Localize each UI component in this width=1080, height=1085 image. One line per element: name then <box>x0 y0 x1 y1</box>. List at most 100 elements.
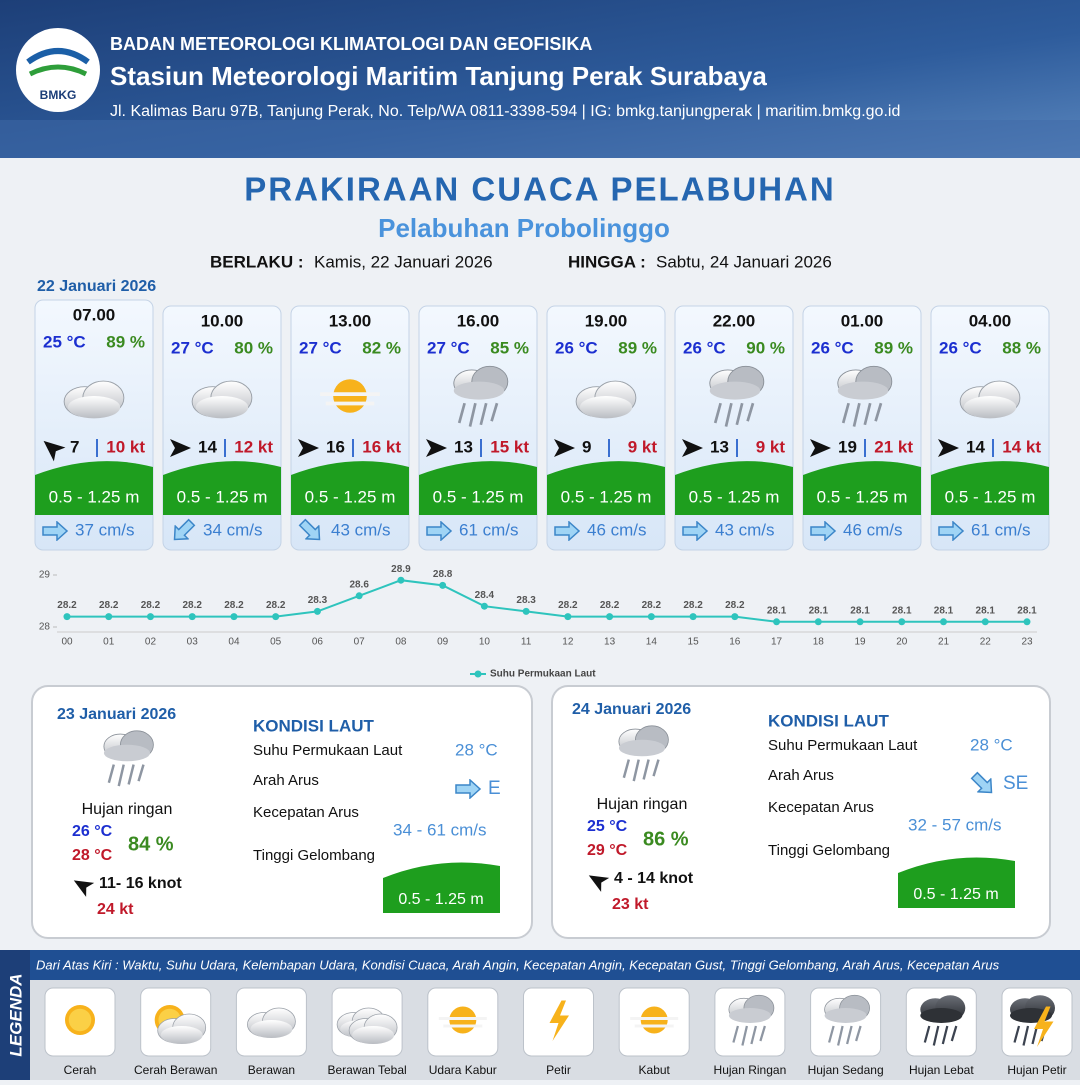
data-label: 28.2 <box>141 600 161 611</box>
wave-height: 0.5 - 1.25 m <box>433 487 524 506</box>
logo-text: BMKG <box>40 88 77 102</box>
x-tick-label: 19 <box>854 637 866 648</box>
data-label: 28.2 <box>600 600 620 611</box>
point <box>522 607 530 615</box>
sea-label: Tinggi Gelombang <box>768 842 890 859</box>
x-tick-label: 07 <box>354 637 366 648</box>
point <box>1023 618 1031 626</box>
subtitle: Pelabuhan Probolinggo <box>378 213 670 243</box>
legend-item: Hujan Lebat <box>909 1063 974 1077</box>
wind-speed: 16 <box>326 437 345 456</box>
sea-label: Kecepatan Arus <box>253 804 359 821</box>
data-label: 28.2 <box>683 600 703 611</box>
sea-label: Kecepatan Arus <box>768 799 874 816</box>
time: 22.00 <box>713 311 756 330</box>
point <box>480 602 488 610</box>
from-date: Kamis, 22 Januari 2026 <box>314 252 493 271</box>
current-speed: 37 cm/s <box>75 520 135 539</box>
time: 01.00 <box>841 311 884 330</box>
data-label: 28.2 <box>266 600 286 611</box>
from-label: BERLAKU : <box>210 252 304 271</box>
humidity: 82 % <box>362 338 401 357</box>
x-tick-label: 05 <box>270 637 282 648</box>
point <box>105 613 113 621</box>
wind-speed: 9 <box>582 437 591 456</box>
wave-height: 0.5 - 1.25 m <box>49 487 140 506</box>
x-tick-label: 10 <box>479 637 491 648</box>
data-label: 28.3 <box>308 595 328 606</box>
forecast-date: 22 Januari 2026 <box>37 278 156 295</box>
gust: 23 kt <box>612 896 649 913</box>
to-label: HINGGA : <box>568 252 646 271</box>
wave-hill <box>291 461 409 515</box>
time: 13.00 <box>329 311 372 330</box>
point <box>773 618 781 626</box>
x-tick-label: 20 <box>896 637 908 648</box>
data-label: 28.4 <box>475 590 495 601</box>
gust: 9 kt <box>628 437 658 456</box>
air-temp: 26 °C <box>939 338 982 357</box>
wave-hill <box>931 461 1049 515</box>
x-tick-label: 21 <box>938 637 950 648</box>
data-label: 28.1 <box>934 605 954 616</box>
humidity: 89 % <box>874 338 913 357</box>
point <box>606 613 614 621</box>
sea-label: Arah Arus <box>768 767 834 784</box>
current-speed: 61 cm/s <box>971 520 1031 539</box>
point <box>230 613 238 621</box>
current-speed: 43 cm/s <box>331 520 391 539</box>
data-label: 28.3 <box>516 595 536 606</box>
weather-icon <box>65 1005 95 1035</box>
x-tick-label: 08 <box>395 637 407 648</box>
x-tick-label: 18 <box>813 637 825 648</box>
point <box>814 618 822 626</box>
time: 04.00 <box>969 311 1012 330</box>
data-label: 28.1 <box>767 605 787 616</box>
data-label: 28.1 <box>892 605 912 616</box>
current-speed: 61 cm/s <box>459 520 519 539</box>
data-label: 28.1 <box>850 605 870 616</box>
line <box>67 579 1027 623</box>
wave-height: 0.5 - 1.25 m <box>177 487 268 506</box>
x-tick-label: 15 <box>688 637 700 648</box>
wave-hill <box>35 461 153 515</box>
wind: 11- 16 knot <box>99 875 182 892</box>
gust: 9 kt <box>756 437 786 456</box>
legend-item: Hujan Ringan <box>714 1063 787 1077</box>
air-temp: 27 °C <box>299 338 342 357</box>
wind-speed: 19 <box>838 437 857 456</box>
legend-item: Cerah Berawan <box>134 1063 217 1077</box>
temp-max: 29 °C <box>587 842 628 859</box>
legend-swatch <box>474 670 482 678</box>
legend-item: Kabut <box>639 1063 671 1077</box>
data-label: 28.2 <box>558 600 578 611</box>
point <box>272 613 280 621</box>
data-label: 28.1 <box>809 605 829 616</box>
x-tick-label: 09 <box>437 637 449 648</box>
current-speed: 43 cm/s <box>715 520 775 539</box>
point <box>898 618 906 626</box>
legend-item: Hujan Sedang <box>808 1063 884 1077</box>
current-speed: 34 cm/s <box>203 520 263 539</box>
x-tick-label: 00 <box>61 637 73 648</box>
date: 23 Januari 2026 <box>57 706 176 723</box>
x-tick-label: 22 <box>980 637 992 648</box>
legend-item: Petir <box>546 1063 571 1077</box>
humidity: 89 % <box>618 338 657 357</box>
data-label: 28.2 <box>99 600 119 611</box>
logo-mark <box>28 64 88 77</box>
point <box>564 613 572 621</box>
temp-min: 25 °C <box>587 818 628 835</box>
x-tick-label: 04 <box>228 637 240 648</box>
humidity: 90 % <box>746 338 785 357</box>
humidity: 85 % <box>490 338 529 357</box>
sea-title: KONDISI LAUT <box>253 716 375 735</box>
sea-label: Arah Arus <box>253 772 319 789</box>
wave-hill <box>383 862 500 913</box>
wind-speed: 13 <box>710 437 729 456</box>
y-tick-label: 28 <box>39 622 51 633</box>
point <box>689 613 697 621</box>
wind-speed: 13 <box>454 437 473 456</box>
point <box>355 592 363 600</box>
